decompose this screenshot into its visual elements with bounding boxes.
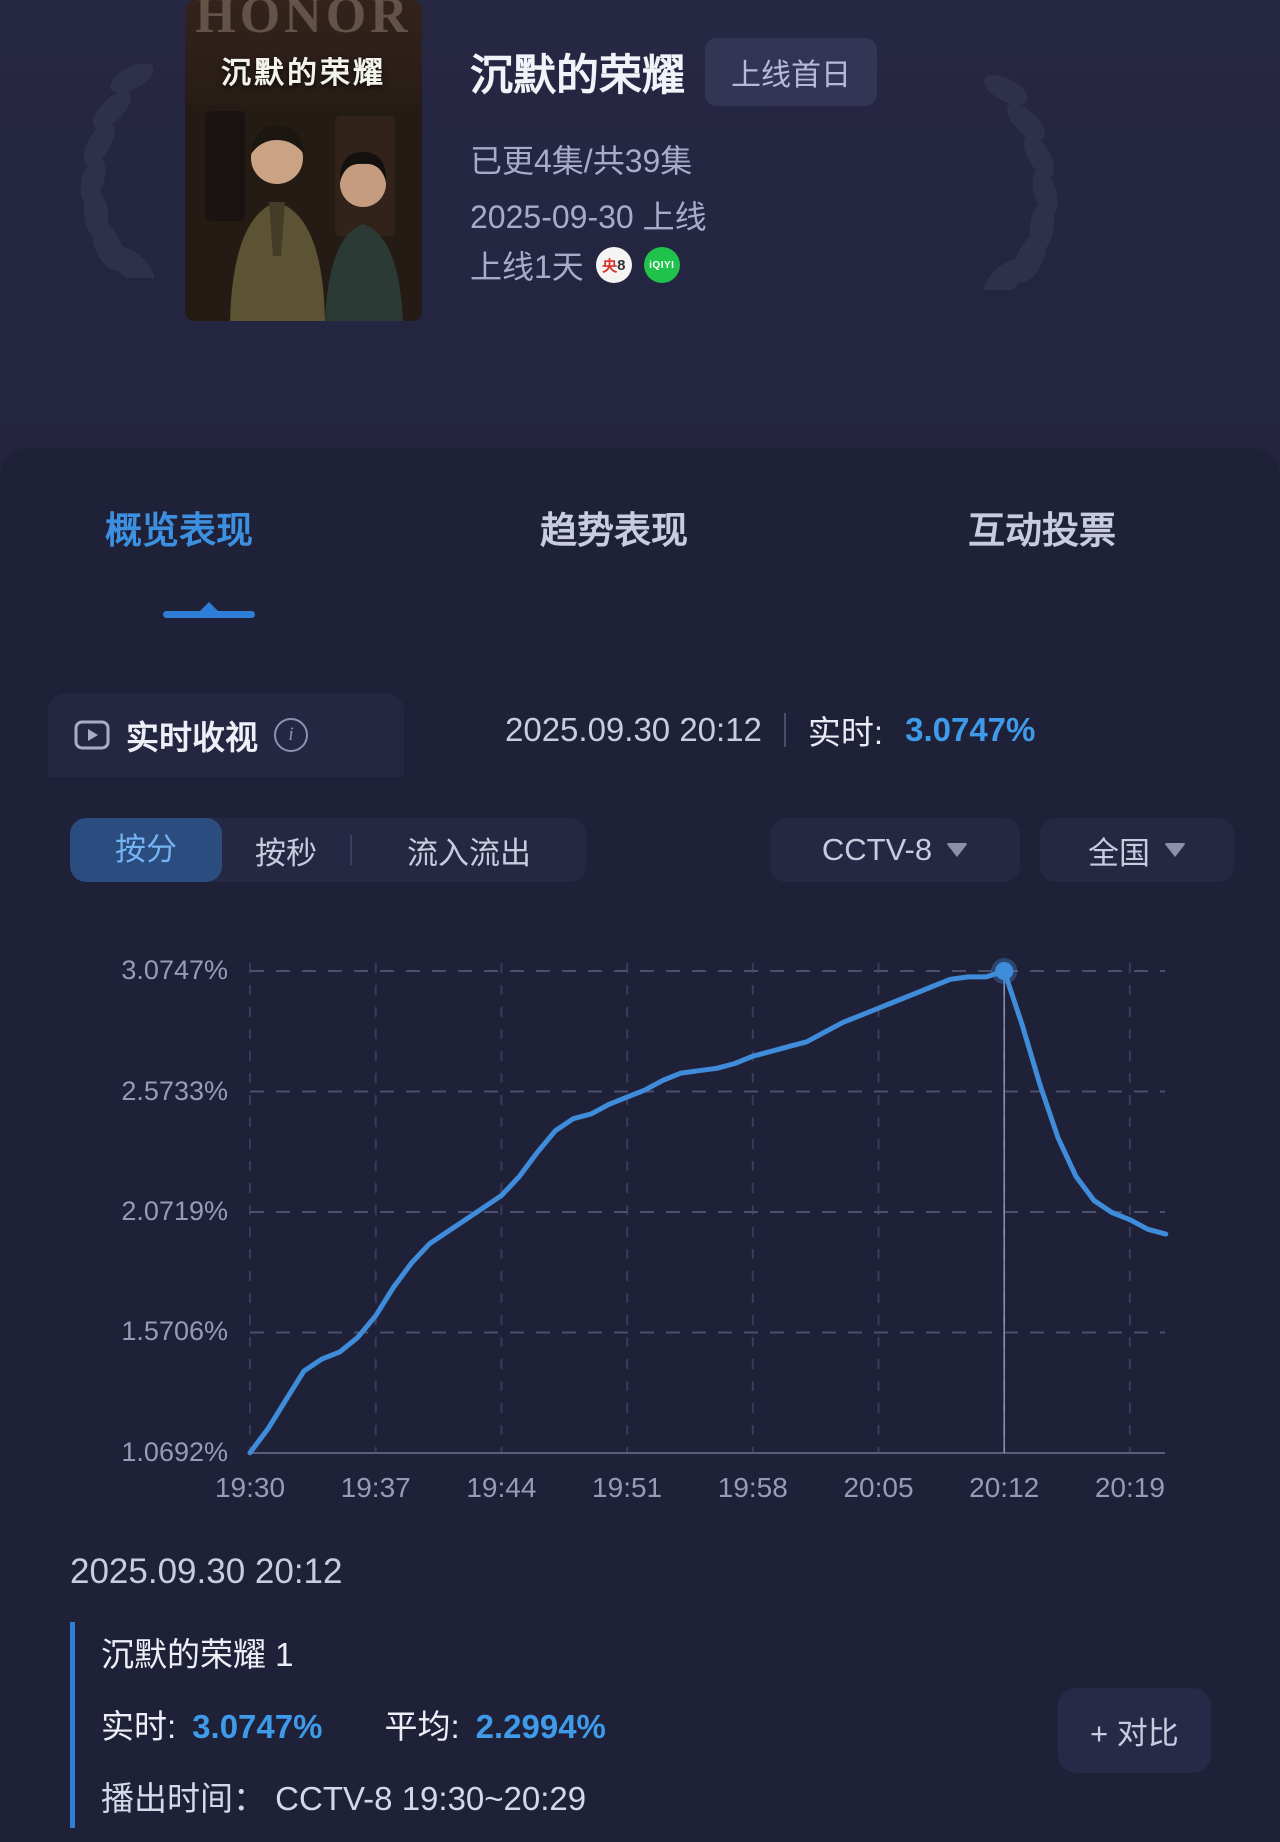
mode-switcher: 按分 按秒 流入流出 bbox=[70, 818, 586, 882]
x-axis-label: 20:12 bbox=[969, 1472, 1040, 1503]
x-axis-label: 19:37 bbox=[340, 1472, 411, 1503]
detail-average-label: 平均: bbox=[384, 1708, 460, 1745]
y-axis-label: 1.5706% bbox=[121, 1316, 228, 1347]
chart-timestamp: 2025.09.30 20:12 bbox=[505, 711, 762, 748]
chevron-down-icon bbox=[946, 843, 969, 857]
ratings-chart[interactable] bbox=[245, 955, 1170, 1460]
realtime-value: 3.0747% bbox=[905, 711, 1036, 748]
broadcast-label: 播出时间： bbox=[101, 1780, 266, 1817]
first-day-badge: 上线首日 bbox=[705, 38, 877, 106]
x-axis-label: 19:30 bbox=[214, 1472, 286, 1503]
main-card: 概览表现 趋势表现 互动投票 实时收视 i 2025.09.30 20:12 实… bbox=[0, 448, 1280, 1842]
program-detail-block: 沉默的荣耀 1 实时: 3.0747% 平均: 2.2994% 播出时间： CC… bbox=[70, 1622, 606, 1828]
region-dropdown-value: 全国 bbox=[1088, 835, 1150, 871]
region-dropdown[interactable]: 全国 bbox=[1040, 818, 1234, 882]
y-axis-label: 1.0692% bbox=[121, 1437, 228, 1467]
divider bbox=[350, 835, 352, 865]
info-icon[interactable]: i bbox=[274, 718, 308, 752]
y-axis-label: 2.0719% bbox=[121, 1196, 228, 1226]
detail-timestamp: 2025.09.30 20:12 bbox=[70, 1552, 343, 1591]
x-axis-label: 19:51 bbox=[592, 1472, 663, 1503]
broadcast-value: CCTV-8 19:30~20:29 bbox=[275, 1780, 587, 1817]
y-axis-label: 3.0747% bbox=[121, 955, 228, 985]
realtime-section-title: 实时收视 bbox=[126, 719, 258, 756]
video-icon bbox=[74, 720, 110, 750]
x-axis-label: 20:19 bbox=[1094, 1472, 1165, 1503]
episodes-info: 已更4集/共39集 bbox=[470, 143, 693, 179]
channel-dropdown[interactable]: CCTV-8 bbox=[770, 818, 1020, 882]
online-days: 上线1天 bbox=[470, 249, 584, 285]
chevron-down-icon bbox=[1164, 843, 1186, 857]
show-title: 沉默的荣耀 bbox=[470, 52, 685, 100]
divider bbox=[783, 713, 786, 747]
show-poster: HONOR 沉默的荣耀 bbox=[185, 0, 422, 321]
x-axis-label: 19:44 bbox=[466, 1472, 537, 1503]
mode-by-second[interactable]: 按秒 bbox=[255, 835, 317, 871]
mode-flow[interactable]: 流入流出 bbox=[407, 835, 531, 871]
active-tab-indicator bbox=[163, 602, 255, 618]
laurel-left-icon bbox=[80, 63, 155, 278]
tab-vote[interactable]: 互动投票 bbox=[968, 510, 1116, 551]
laurel-right-icon bbox=[983, 75, 1058, 290]
iqiyi-platform-icon: iQIYI bbox=[643, 247, 680, 283]
detail-average-value: 2.2994% bbox=[475, 1708, 606, 1745]
detail-realtime-value: 3.0747% bbox=[192, 1708, 323, 1745]
mode-by-minute[interactable]: 按分 bbox=[70, 818, 222, 882]
tab-overview[interactable]: 概览表现 bbox=[105, 510, 253, 551]
poster-title: 沉默的荣耀 bbox=[221, 57, 386, 90]
launch-date: 2025-09-30 上线 bbox=[470, 199, 707, 235]
x-axis-label: 20:05 bbox=[843, 1472, 914, 1503]
compare-button[interactable]: + 对比 bbox=[1058, 1688, 1211, 1773]
tab-trend[interactable]: 趋势表现 bbox=[540, 510, 688, 551]
channel-dropdown-value: CCTV-8 bbox=[821, 832, 933, 867]
y-axis-label: 2.5733% bbox=[121, 1075, 228, 1106]
poster-figures bbox=[185, 106, 422, 321]
x-axis-label: 19:58 bbox=[717, 1472, 788, 1503]
program-name: 沉默的荣耀 1 bbox=[101, 1636, 294, 1673]
realtime-section-tab[interactable]: 实时收视 i bbox=[48, 693, 404, 777]
poster-background-text: HONOR bbox=[195, 0, 412, 44]
detail-realtime-label: 实时: bbox=[101, 1708, 177, 1745]
realtime-label: 实时: bbox=[807, 714, 884, 751]
